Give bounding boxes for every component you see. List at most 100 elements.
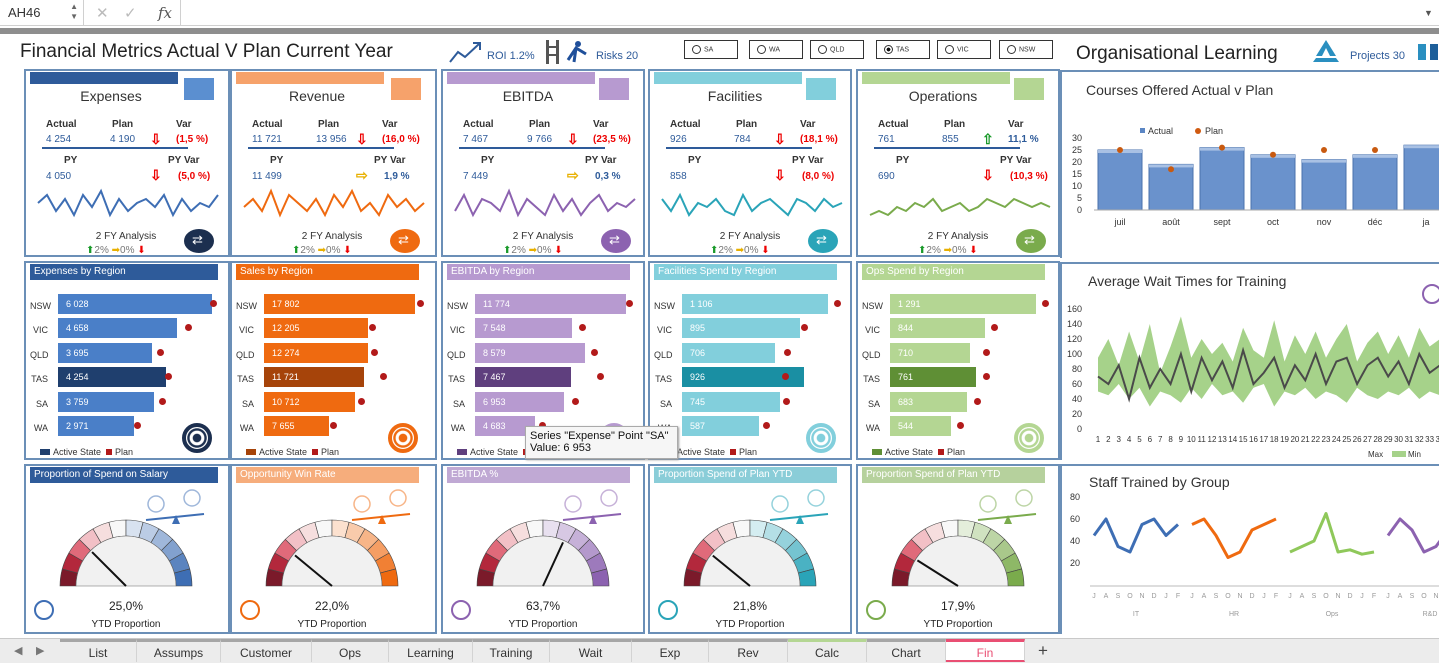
sheet-tab-ops[interactable]: Ops: [312, 639, 389, 662]
region-bar[interactable]: 2 971: [58, 416, 134, 436]
exchange-icon: ⇄: [601, 229, 631, 253]
sheet-tab-assumps[interactable]: Assumps: [137, 639, 221, 662]
region-bar[interactable]: 895: [682, 318, 800, 339]
region-bar[interactable]: 4 254: [58, 367, 167, 388]
staff-line-hr[interactable]: [1191, 517, 1277, 559]
sheet-tab-wait[interactable]: Wait: [550, 639, 632, 662]
sparkline-path: [661, 192, 843, 217]
radio-dot[interactable]: [818, 45, 827, 54]
radio-tas[interactable]: TAS: [876, 40, 930, 59]
region-label: WA: [33, 423, 48, 433]
fy-arrows: ⬆2% ➡0% ⬇: [918, 245, 978, 256]
stopwatch-icon: [34, 600, 54, 620]
function-icon[interactable]: fx: [158, 4, 173, 22]
region-bar[interactable]: 4 683: [475, 416, 536, 436]
kpi-header-bar: [30, 72, 178, 84]
gauge-label: YTD Proportion: [715, 619, 785, 630]
region-bar[interactable]: 587: [682, 416, 760, 436]
radio-dot[interactable]: [884, 45, 893, 54]
sheet-tab-calc[interactable]: Calc: [788, 639, 867, 662]
radio-sa[interactable]: SA: [684, 40, 738, 59]
region-bar[interactable]: 761: [890, 367, 976, 388]
region-bar[interactable]: 683: [890, 391, 968, 412]
courses-bar[interactable]: [1250, 154, 1296, 211]
region-bar[interactable]: 706: [682, 342, 775, 363]
radio-nsw[interactable]: NSW: [999, 40, 1053, 59]
region-bar[interactable]: 544: [890, 416, 952, 436]
courses-bar[interactable]: [1352, 154, 1398, 211]
sheet-tab-training[interactable]: Training: [473, 639, 550, 662]
radio-dot[interactable]: [1007, 45, 1016, 54]
staff-line-it[interactable]: [1092, 517, 1180, 554]
x-tick: 19: [1280, 435, 1289, 444]
plan-label: Plan: [112, 119, 134, 130]
courses-bar[interactable]: [1301, 159, 1347, 211]
radio-dot[interactable]: [692, 45, 701, 54]
radio-dot[interactable]: [757, 45, 766, 54]
plan-marker: [834, 300, 842, 307]
region-bar[interactable]: 12 274: [264, 342, 369, 363]
courses-chart[interactable]: 30 25 20 15 10 5 0 Actual Plan juil août sept oct nov…: [1062, 72, 1439, 260]
scroll-right-icon[interactable]: ▶: [36, 645, 45, 657]
region-bar[interactable]: 10 712: [264, 391, 355, 412]
sheet-tab-rev[interactable]: Rev: [709, 639, 788, 662]
x-tick: 3: [1117, 435, 1122, 444]
fy-arrows: ⬆2% ➡0% ⬇: [503, 245, 563, 256]
add-sheet-icon[interactable]: +: [1038, 641, 1048, 660]
radio-qld[interactable]: QLD: [810, 40, 864, 59]
region-bar[interactable]: 7 548: [475, 318, 572, 339]
region-bar[interactable]: 1 106: [682, 294, 828, 314]
x-tick: 4: [1127, 435, 1132, 444]
gauge-value: 21,8%: [732, 599, 768, 613]
wait-actual-line[interactable]: [1097, 346, 1439, 403]
courses-bar[interactable]: [1403, 144, 1439, 211]
cancel-icon[interactable]: ✕: [96, 5, 109, 22]
sheet-tab-learning[interactable]: Learning: [389, 639, 473, 662]
scroll-left-icon[interactable]: ◀: [14, 645, 23, 657]
name-box[interactable]: AH46 ▲ ▼: [0, 0, 84, 26]
sheet-tab-fin[interactable]: Fin: [946, 639, 1025, 662]
region-bar[interactable]: 745: [682, 391, 781, 412]
region-bar[interactable]: 3 695: [58, 342, 153, 363]
formula-input[interactable]: [181, 0, 1421, 26]
region-bar[interactable]: 3 759: [58, 391, 154, 412]
region-bar[interactable]: 710: [890, 342, 971, 363]
region-bar[interactable]: 6 953: [475, 391, 565, 412]
expand-formula-icon[interactable]: ▼: [1424, 8, 1433, 18]
region-bar[interactable]: 12 205: [264, 318, 368, 339]
y-tick: 40: [1072, 394, 1082, 404]
gauge-panel-4: Proportion Spend of Plan YTD 17,9% YTD Pro…: [856, 464, 1060, 634]
region-bar[interactable]: 8 579: [475, 342, 586, 363]
name-box-dropdown-icon[interactable]: ▲ ▼: [70, 2, 78, 21]
up-arrow-icon: ⬆: [918, 245, 927, 256]
region-bar[interactable]: 11 721: [264, 367, 364, 388]
var-value: (16,0 %): [382, 134, 420, 145]
balance-pivot: [1004, 515, 1012, 524]
region-label: NSW: [30, 301, 51, 311]
region-bar[interactable]: 7 655: [264, 416, 330, 436]
x-tick: 33: [1425, 435, 1434, 444]
region-bar[interactable]: 844: [890, 318, 986, 339]
courses-bar[interactable]: [1199, 147, 1245, 211]
staff-line-r&d[interactable]: [1386, 517, 1439, 554]
radio-vic[interactable]: VIC: [937, 40, 991, 59]
sheet-tab-customer[interactable]: Customer: [221, 639, 312, 662]
radio-wa[interactable]: WA: [749, 40, 803, 59]
confirm-icon[interactable]: ✓: [124, 5, 137, 22]
radio-dot[interactable]: [945, 45, 954, 54]
region-bar[interactable]: 7 467: [475, 367, 571, 388]
region-bar[interactable]: 4 658: [58, 318, 177, 339]
courses-bar[interactable]: [1097, 149, 1143, 211]
sheet-tab-exp[interactable]: Exp: [632, 639, 709, 662]
sheet-tab-chart[interactable]: Chart: [867, 639, 946, 662]
x-tick: nov: [1317, 217, 1332, 227]
region-bar[interactable]: 11 774: [475, 294, 627, 314]
staff-line-ops[interactable]: [1289, 512, 1375, 556]
region-bar[interactable]: 926: [682, 367, 804, 388]
sheet-tab-list[interactable]: List: [60, 639, 137, 662]
region-bar[interactable]: 17 802: [264, 294, 416, 314]
region-bar[interactable]: 6 028: [58, 294, 212, 314]
region-bar[interactable]: 1 291: [890, 294, 1036, 314]
